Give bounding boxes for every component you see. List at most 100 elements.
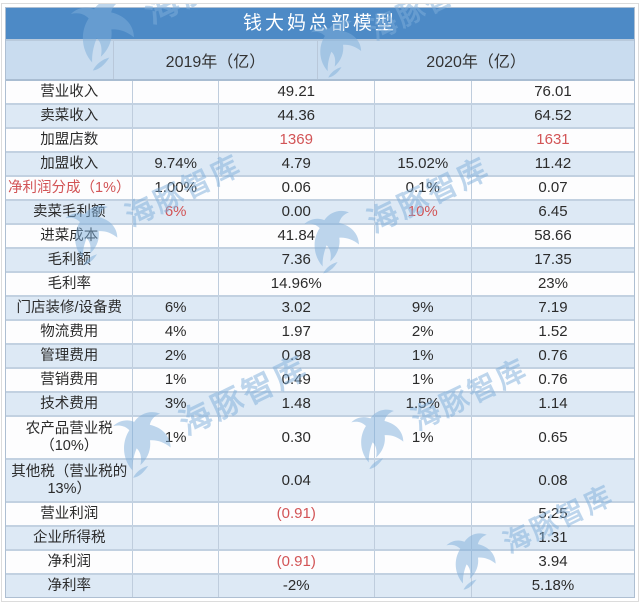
value-cell	[375, 81, 472, 103]
row-label: 物流费用	[6, 321, 134, 343]
row-label: 进菜成本	[6, 225, 134, 247]
value-cell: 1.00%	[133, 177, 219, 199]
value-cell	[375, 575, 472, 597]
row-label: 营业收入	[6, 81, 134, 103]
value-cell: 0.76	[538, 347, 568, 365]
value-cell	[133, 129, 219, 151]
value-cell: 1.52	[538, 323, 568, 341]
row-label: 营销费用	[6, 369, 134, 391]
value-cell: 1%	[375, 417, 472, 458]
table-row: 进菜成本 41.84 58.66	[6, 225, 634, 249]
row-label: 净利润	[6, 551, 134, 573]
row-label: 门店装修/设备费	[6, 297, 134, 319]
year-header-2020: 2020年（亿）	[426, 54, 526, 71]
value-cell: 2%	[375, 321, 472, 343]
value-cell: 1.97	[219, 321, 375, 343]
row-label: 技术费用	[6, 393, 134, 415]
row-label: 企业所得税	[6, 527, 134, 549]
table-image-frame: 钱大妈总部模型 2019年（亿） 2020年（亿） 营业收入 49.21 76.01…	[1, 3, 639, 602]
value-cell	[133, 81, 219, 103]
value-cell: 0.00	[219, 201, 375, 223]
row-label: 加盟收入	[6, 153, 134, 175]
value-cell: 44.36	[219, 105, 375, 127]
value-cell: 1%	[133, 369, 219, 391]
value-cell: 0.1%	[375, 177, 472, 199]
value-cell: 2%	[133, 345, 219, 367]
value-cell	[133, 460, 219, 501]
table-row: 净利率 -2% 5.18%	[6, 575, 634, 597]
value-cell: 11.42	[534, 155, 572, 173]
value-cell: 0.76	[538, 371, 568, 389]
table-row: 农产品营业税（10%） 1% 0.30 1% 0.65	[6, 417, 634, 460]
value-cell: 64.52	[534, 107, 572, 125]
table-row: 毛利率 14.96% 23%	[6, 273, 634, 297]
value-cell: 17.35	[534, 251, 572, 269]
year-header-row: 2019年（亿） 2020年（亿）	[6, 41, 634, 81]
value-cell	[133, 575, 219, 597]
value-cell: 0.04	[219, 460, 375, 501]
row-label: 加盟店数	[6, 129, 134, 151]
value-cell	[133, 527, 219, 549]
value-cell: 6%	[133, 201, 219, 223]
value-cell: 1%	[133, 417, 219, 458]
table-row: 营销费用 1% 0.49 1% 0.76	[6, 369, 634, 393]
value-cell	[133, 503, 219, 525]
value-cell: 3.02	[219, 297, 375, 319]
value-cell	[219, 527, 375, 549]
financial-model-table: 钱大妈总部模型 2019年（亿） 2020年（亿） 营业收入 49.21 76.01…	[5, 7, 635, 598]
table-row: 加盟店数 1369 1631	[6, 129, 634, 153]
value-cell: 3.94	[538, 553, 568, 571]
value-cell	[375, 527, 472, 549]
value-cell: 6%	[133, 297, 219, 319]
value-cell: 9.74%	[133, 153, 219, 175]
table-row: 管理费用 2% 0.98 1% 0.76	[6, 345, 634, 369]
table-row: 营业收入 49.21 76.01	[6, 81, 634, 105]
value-cell: 1%	[375, 369, 472, 391]
table-row: 技术费用 3% 1.48 1.5% 1.14	[6, 393, 634, 417]
value-cell: 23%	[537, 275, 568, 293]
value-cell: 0.06	[219, 177, 375, 199]
value-cell: 1369	[219, 129, 375, 151]
value-cell	[375, 249, 472, 271]
table-row: 其他税（营业税的13%） 0.04 0.08	[6, 460, 634, 503]
table-row: 卖菜收入 44.36 64.52	[6, 105, 634, 129]
value-cell: 1631	[536, 131, 570, 149]
value-cell: 7.36	[219, 249, 375, 271]
value-cell: 4%	[133, 321, 219, 343]
value-cell: 1.14	[538, 395, 568, 413]
value-cell: 0.08	[538, 471, 568, 489]
value-cell: 3%	[133, 393, 219, 415]
value-cell	[375, 225, 472, 247]
value-cell: 1.5%	[375, 393, 472, 415]
table-row: 卖菜毛利额 6% 0.00 10% 6.45	[6, 201, 634, 225]
row-label: 营业利润	[6, 503, 134, 525]
row-label: 其他税（营业税的13%）	[6, 460, 134, 501]
value-cell	[375, 105, 472, 127]
value-cell: (0.91)	[219, 503, 375, 525]
table-title: 钱大妈总部模型	[6, 8, 634, 41]
table-row: 门店装修/设备费 6% 3.02 9% 7.19	[6, 297, 634, 321]
value-cell	[375, 460, 472, 501]
value-cell: 41.84	[219, 225, 375, 247]
value-cell: 4.79	[219, 153, 375, 175]
value-cell: 7.19	[538, 299, 568, 317]
value-cell	[133, 105, 219, 127]
row-label: 毛利率	[6, 273, 134, 295]
row-label: 卖菜毛利额	[6, 201, 134, 223]
table-row: 净利润 (0.91) 3.94	[6, 551, 634, 575]
row-label: 净利润分成（1%）	[6, 177, 134, 199]
value-cell	[133, 273, 219, 295]
value-cell	[375, 503, 472, 525]
value-cell	[133, 551, 219, 573]
value-cell: 5.18%	[531, 577, 575, 595]
value-cell: 0.98	[219, 345, 375, 367]
row-label: 管理费用	[6, 345, 134, 367]
value-cell: 1.31	[538, 529, 568, 547]
value-cell	[133, 249, 219, 271]
value-cell: 0.65	[538, 428, 568, 446]
table-row: 毛利额 7.36 17.35	[6, 249, 634, 273]
table-row: 加盟收入 9.74% 4.79 15.02% 11.42	[6, 153, 634, 177]
value-cell	[375, 129, 472, 151]
value-cell: 0.07	[538, 179, 568, 197]
value-cell: 58.66	[534, 227, 572, 245]
